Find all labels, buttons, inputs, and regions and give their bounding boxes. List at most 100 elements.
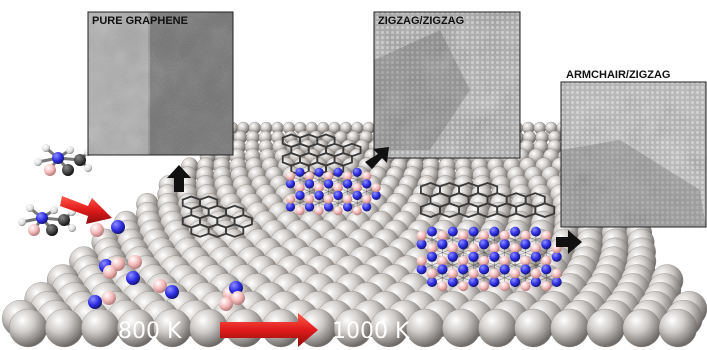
nitrogen-atom [458,239,469,250]
boron-atom [479,256,489,266]
nitrogen-atom [416,264,427,275]
black-arrow [167,165,191,192]
nitrogen-atom [314,167,324,177]
graphene-flake-right [420,182,556,218]
boron-atom [499,281,510,292]
boron-atom [231,291,245,305]
nitrogen-atom [333,190,343,200]
nitrogen-atom [458,264,469,275]
nitrogen-atom [304,179,315,189]
boron-atom [102,291,116,305]
boron-atom [285,194,296,204]
boron-atom [333,183,343,193]
nitrogen-atom [479,239,489,250]
nitrogen-atom [295,167,305,177]
substrate-atom [514,308,553,348]
substrate-atom [45,308,84,348]
nitrogen-atom [362,179,372,189]
nitrogen-atom [314,190,324,200]
boron-atom [479,230,489,241]
temperature-low: 800 K [118,319,182,344]
boron-atom [219,297,233,311]
boron-atom [324,171,334,181]
boron-atom [416,230,427,241]
boron-atom [520,281,531,292]
nitrogen-atom [499,264,510,275]
stm-panel-pure-graphene: PURE GRAPHENE [87,11,234,156]
temperature-high: 1000 K [332,319,410,344]
nitrogen-atom [295,190,305,200]
boron-atom [489,243,500,254]
black-arrow [365,147,389,169]
boron-atom [437,281,448,292]
nitrogen-atom [437,239,448,250]
boron-atom [468,243,479,254]
boron-atom [499,256,510,266]
substrate-atom [478,308,517,348]
nitrogen-atom [126,271,140,285]
nitrogen-atom [468,251,479,262]
nitrogen-atom [304,202,315,212]
nitrogen-atom [468,226,479,237]
panel-label: PURE GRAPHENE [92,15,188,27]
boron-atom [520,230,531,241]
nitrogen-atom [447,226,458,237]
boron-atom [479,281,489,292]
nitrogen-atom [479,264,489,275]
nitrogen-atom [111,220,125,234]
nitrogen-atom [52,152,64,164]
boron-atom [153,279,167,293]
boron-atom [314,183,324,193]
boron-atom [541,281,552,292]
nitrogen-atom [352,190,362,200]
carbon-ring [477,182,499,198]
aminoborane-molecule [34,144,92,176]
nitrogen-atom [88,295,102,309]
nitrogen-atom [489,226,500,237]
nitrogen-atom [324,202,334,212]
carbon-ring [225,223,245,238]
boron-atom [427,268,437,279]
boron-atom [352,206,362,216]
boron-atom [324,194,334,204]
nitrogen-atom [520,239,531,250]
substrate-atom [81,308,120,348]
boron-atom [530,243,541,254]
nitrogen-atom [520,264,531,275]
boron-atom [520,256,531,266]
nitrogen-atom [437,264,448,275]
carbon-atom [74,154,86,166]
nitrogen-atom [447,251,458,262]
boron-atom [285,171,296,181]
boron-atom [510,268,521,279]
hydrogen-atom [18,218,26,226]
boron-atom [541,256,552,266]
boron-atom [304,194,315,204]
nitrogen-atom [541,264,552,275]
boron-atom [343,194,353,204]
nitrogen-atom [541,239,552,250]
boron-atom [362,194,372,204]
carbon-atom [62,164,74,176]
bn-loose-atoms [88,220,245,311]
nitrogen-atom [285,179,296,189]
hydrogen-atom [42,144,50,152]
nitrogen-atom [362,202,372,212]
boron-atom [468,268,479,279]
nitrogen-atom [499,239,510,250]
boron-atom [447,243,458,254]
black-arrow [556,230,582,254]
nitrogen-atom [285,202,296,212]
nitrogen-atom [551,251,562,262]
boron-atom [44,164,56,176]
boron-atom [437,256,448,266]
nitrogen-atom [371,190,381,200]
nitrogen-atom [324,179,334,189]
nitrogen-atom [510,226,521,237]
nitrogen-atom [510,251,521,262]
nitrogen-atom [36,212,48,224]
nitrogen-atom [333,167,343,177]
nitrogen-atom [530,251,541,262]
boron-atom [343,171,353,181]
